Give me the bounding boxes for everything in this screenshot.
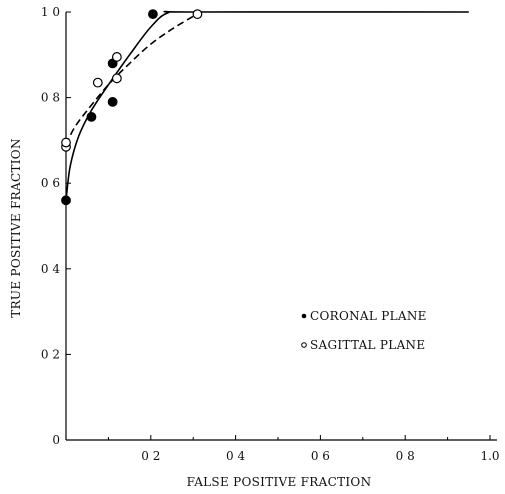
points	[61, 9, 203, 206]
data-point-sagittal-plane	[192, 9, 203, 20]
legend: CORONAL PLANE SAGITTAL PLANE	[301, 309, 427, 352]
x-tick-label: 0 8	[396, 449, 415, 463]
fit-curve-sagittal-plane	[65, 15, 194, 146]
fit-curve-coronal-plane	[65, 10, 469, 201]
legend-marker-sagittal	[301, 342, 307, 348]
legend-label-coronal: CORONAL PLANE	[310, 309, 427, 323]
curves	[65, 10, 469, 201]
y-axis-label: TRUE POSITIVE FRACTION	[9, 138, 23, 317]
x-tick-label: 0 6	[311, 449, 330, 463]
axes	[65, 12, 497, 441]
data-point-coronal-plane	[107, 96, 118, 107]
x-tick-label: 0 4	[226, 449, 245, 463]
y-tick-label: 0 4	[41, 262, 60, 276]
data-point-sagittal-plane	[61, 137, 71, 148]
y-tick-label: 0	[52, 433, 60, 447]
legend-label-sagittal: SAGITTAL PLANE	[310, 338, 425, 352]
data-point-sagittal-plane	[111, 73, 122, 84]
data-point-sagittal-plane	[111, 52, 122, 62]
legend-marker-coronal	[301, 313, 307, 319]
data-point-coronal-plane	[61, 195, 71, 206]
x-axis-label: FALSE POSITIVE FRACTION	[187, 475, 372, 489]
data-point-sagittal-plane	[92, 77, 103, 88]
data-point-coronal-plane	[86, 111, 97, 122]
y-tick-label: 1 0	[41, 5, 60, 19]
ticks: 0 2 0 4 0 6 0 8 1.0 0 0 2 0 4 0 6 0 8 1 0	[41, 5, 500, 463]
y-tick-label: 0 8	[41, 91, 60, 105]
x-tick-label: 0 2	[141, 449, 160, 463]
x-tick-label: 1.0	[480, 449, 499, 463]
data-point-coronal-plane	[148, 9, 158, 20]
y-tick-label: 0 6	[41, 176, 60, 190]
y-tick-label: 0 2	[41, 347, 60, 361]
